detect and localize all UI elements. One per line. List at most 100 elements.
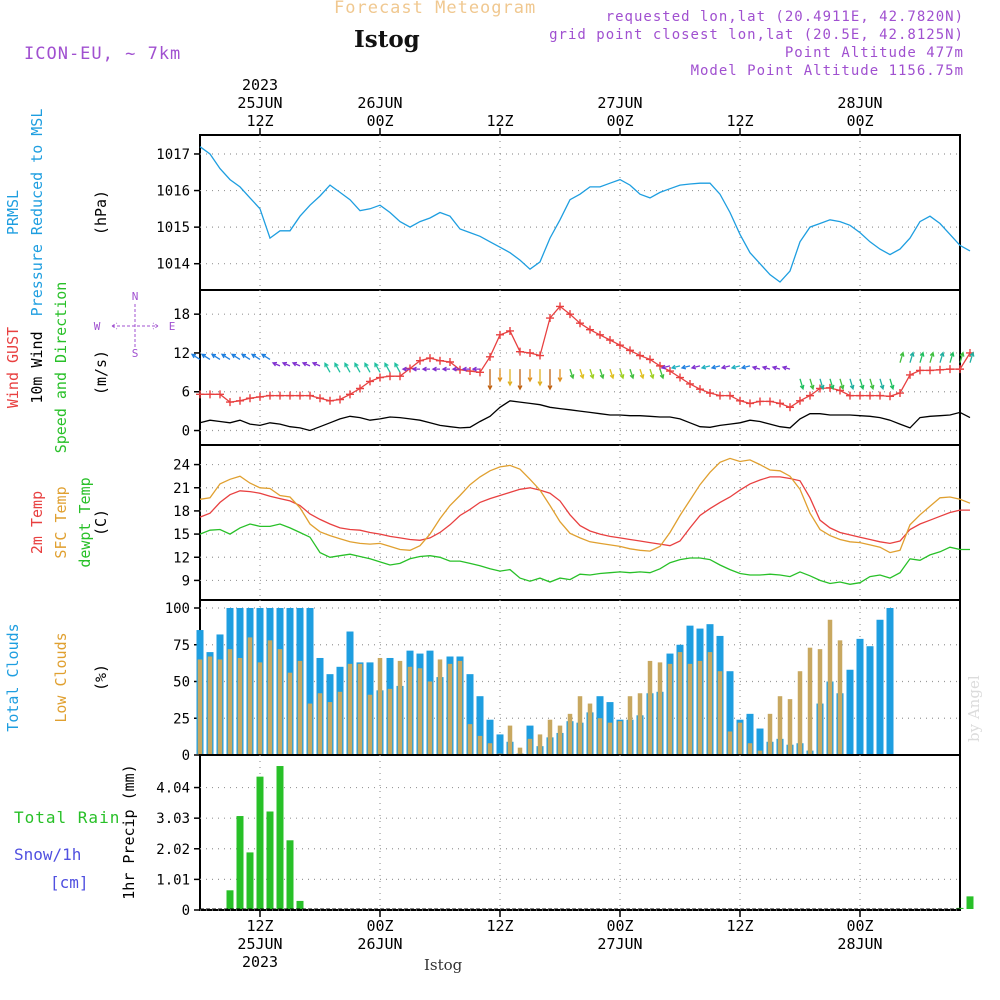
wind-direction-arrow [497, 369, 503, 383]
bottom-time-label: 00Z [846, 917, 873, 935]
gust-marker [706, 389, 714, 398]
low-cloud-bar [637, 693, 643, 754]
y-tick-label: 1015 [156, 220, 190, 236]
wind-direction-arrow [869, 378, 875, 391]
gust-marker [496, 330, 504, 339]
total-cloud-bar [876, 619, 884, 754]
gust-marker [466, 367, 474, 376]
unit-label-clouds: (%) [92, 664, 110, 691]
watermark: by Angel [965, 675, 983, 742]
gust-marker [716, 391, 724, 400]
low-cloud-bar [337, 691, 343, 754]
wind-direction-arrow [461, 366, 470, 372]
top-time-label: 28JUN [837, 94, 882, 112]
top-time-label: 12Z [726, 112, 753, 130]
wind-direction-arrow [720, 364, 731, 370]
wind-direction-arrow [557, 369, 563, 383]
gust-marker [216, 390, 224, 399]
panel-label-wind: Wind GUST [4, 327, 22, 408]
panel-label-clouds: Total Clouds [4, 623, 22, 731]
wind-direction-arrow [451, 366, 460, 372]
compass-north: N [132, 290, 139, 303]
point-altitude: Point Altitude 477m [784, 45, 964, 61]
wind-direction-arrow [281, 361, 291, 367]
bottom-time-label: 2023 [242, 953, 278, 971]
wind-direction-arrow [507, 369, 513, 387]
y-tick-label: 3.03 [156, 811, 190, 827]
low-cloud-bar [837, 640, 843, 754]
y-tick-label: 100 [165, 601, 190, 617]
low-cloud-bar [417, 668, 423, 754]
gust-marker [586, 325, 594, 334]
wind-direction-arrow [700, 364, 711, 370]
gust-marker [336, 395, 344, 404]
rain-bar [256, 776, 264, 909]
wind-direction-arrow [660, 364, 671, 370]
low-cloud-bar [297, 660, 303, 754]
low-cloud-bar [477, 735, 483, 754]
gust-marker [446, 358, 454, 367]
gust-marker [596, 330, 604, 339]
panel-label-temperature: dewpt Temp [76, 477, 94, 567]
unit-label-temperature: (C) [92, 509, 110, 536]
series-line-dewpt-temp [199, 523, 970, 585]
bottom-time-label: 26JUN [357, 935, 402, 953]
unit-label-pressure: (hPa) [92, 190, 110, 235]
y-tick-label: 1017 [156, 147, 190, 163]
wind-direction-arrow [889, 378, 895, 391]
low-cloud-bar [547, 719, 553, 754]
gust-marker [366, 377, 374, 386]
low-cloud-bar [707, 652, 713, 754]
gust-marker [876, 391, 884, 400]
low-cloud-bar [307, 703, 313, 754]
grid-point-coordinates: grid point closest lon,lat (20.5E, 42.81… [549, 27, 964, 43]
low-cloud-bar [607, 722, 613, 754]
y-tick-label: 21 [173, 481, 190, 497]
top-time-label: 12Z [246, 112, 273, 130]
wind-direction-arrow [230, 353, 241, 360]
panel-frame-precip [199, 754, 961, 911]
panel-label-cm: [cm] [50, 873, 89, 892]
rain-bar [296, 900, 304, 909]
wind-direction-arrow [670, 364, 681, 370]
y-tick-label: 6 [182, 385, 190, 401]
wind-direction-arrow [879, 378, 885, 391]
panel-frame-temperature [199, 444, 961, 601]
wind-direction-arrow [527, 369, 533, 383]
gust-marker [776, 399, 784, 408]
y-tick-label: 18 [173, 504, 190, 520]
low-cloud-bar [447, 663, 453, 754]
low-cloud-bar [537, 734, 543, 754]
bottom-time-label: 00Z [366, 917, 393, 935]
gust-marker [516, 347, 524, 356]
low-cloud-bar [267, 640, 273, 754]
gust-marker [936, 365, 944, 374]
low-cloud-bar [427, 681, 433, 754]
wind-direction-arrow [441, 366, 450, 372]
gust-marker [436, 356, 444, 365]
gust-marker [746, 399, 754, 408]
gust-marker [326, 396, 334, 405]
panel-frame-wind [199, 289, 961, 446]
y-tick-label: 1014 [156, 257, 190, 273]
y-tick-label: 18 [173, 307, 190, 323]
total-cloud-bar [466, 674, 474, 754]
low-cloud-bar [757, 750, 763, 754]
meteogram-title: Forecast Meteogram [334, 0, 537, 18]
gust-marker [886, 392, 894, 401]
total-cloud-bar [846, 669, 854, 754]
gust-marker [766, 397, 774, 406]
gust-marker [836, 386, 844, 395]
gust-marker [316, 394, 324, 403]
total-cloud-bar [496, 734, 504, 754]
low-cloud-bar [347, 663, 353, 754]
wind-direction-arrow [859, 378, 865, 391]
low-cloud-bar [237, 657, 243, 754]
top-time-label: 27JUN [597, 94, 642, 112]
wind-direction-arrow [680, 364, 691, 370]
gust-marker [546, 314, 554, 323]
top-time-label: 2023 [242, 76, 278, 94]
wind-direction-arrow [471, 366, 480, 372]
gust-marker [356, 384, 364, 393]
wind-direction-arrow [740, 364, 751, 370]
